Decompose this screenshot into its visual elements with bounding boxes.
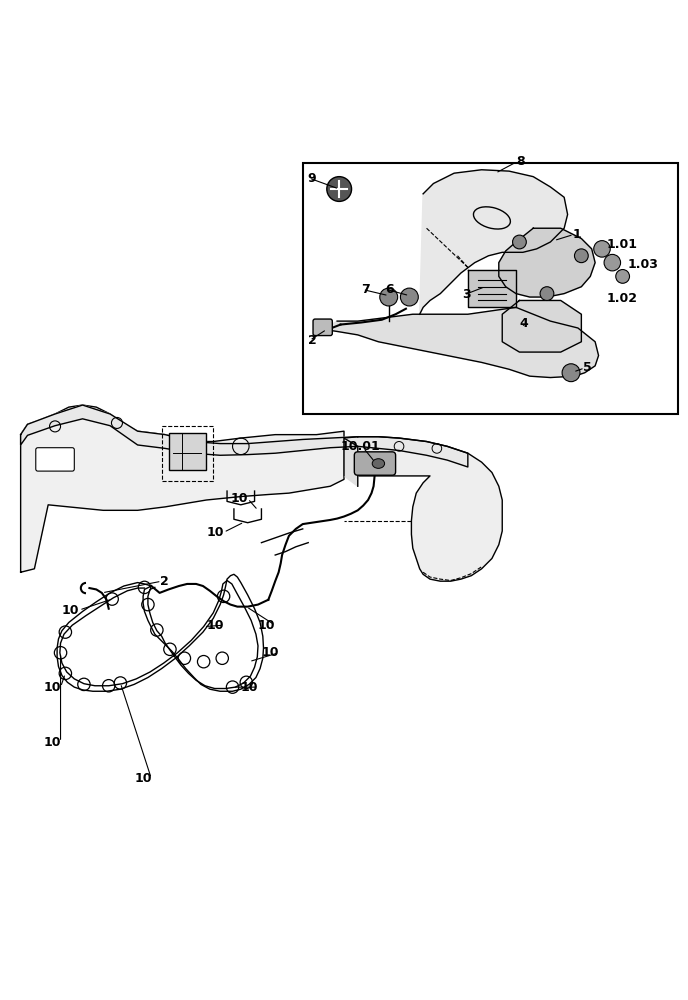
Circle shape [616,270,630,283]
Polygon shape [323,307,599,378]
FancyBboxPatch shape [354,452,396,475]
Circle shape [574,249,588,263]
Circle shape [513,235,526,249]
Text: 10: 10 [241,681,258,694]
Text: 3: 3 [462,288,471,301]
Circle shape [562,364,580,382]
Polygon shape [499,228,595,297]
Text: 10: 10 [206,526,224,539]
Text: 2: 2 [308,334,317,347]
Bar [303,163,678,414]
Circle shape [540,287,554,300]
Text: 5: 5 [583,361,592,374]
Circle shape [400,288,418,306]
Text: 10: 10 [134,772,151,785]
Circle shape [604,254,621,271]
Text: 1.01: 1.01 [607,238,638,251]
Text: 7: 7 [361,283,370,296]
Polygon shape [420,170,568,314]
Polygon shape [344,437,502,581]
Polygon shape [21,405,344,572]
Text: 10: 10 [258,619,275,632]
Text: 10: 10 [43,681,61,694]
Ellipse shape [372,459,385,468]
Polygon shape [468,270,516,307]
Polygon shape [21,405,468,467]
Bar [162,426,213,481]
FancyBboxPatch shape [36,448,74,471]
Text: 1.02: 1.02 [607,292,638,305]
Text: 10: 10 [261,646,279,659]
Circle shape [327,177,352,201]
Text: 10: 10 [206,619,224,632]
Bar [169,433,206,470]
Text: 9: 9 [308,172,316,185]
Text: 1: 1 [572,228,581,241]
Text: 1.03: 1.03 [627,258,658,271]
Text: 10.01: 10.01 [341,440,380,453]
Text: 2: 2 [160,575,169,588]
Text: 10: 10 [230,492,248,505]
Polygon shape [344,438,358,486]
Text: 10: 10 [62,604,79,617]
Text: 6: 6 [385,283,394,296]
Text: 10: 10 [43,736,61,749]
Polygon shape [502,300,581,352]
Text: 8: 8 [516,155,525,168]
FancyBboxPatch shape [313,319,332,336]
Text: 4: 4 [519,317,528,330]
Circle shape [380,288,398,306]
Circle shape [594,241,610,257]
